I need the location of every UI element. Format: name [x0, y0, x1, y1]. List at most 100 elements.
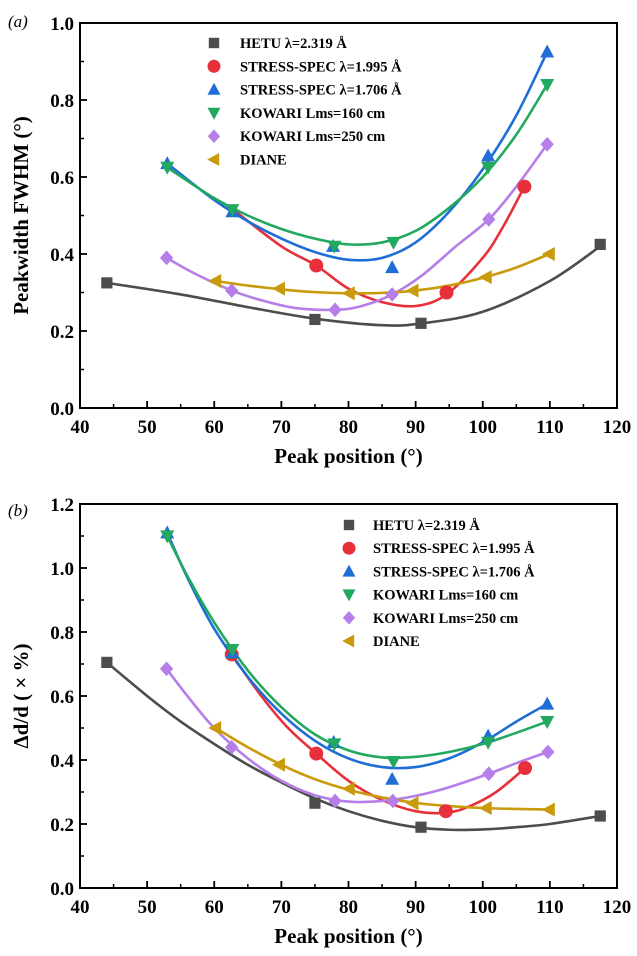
y-tick-label: 0.0: [50, 879, 74, 900]
data-point: [327, 738, 342, 752]
data-point: [478, 270, 492, 285]
data-point: [415, 317, 427, 329]
legend-label: KOWARI Lms=250 cm: [240, 129, 385, 145]
legend-label: HETU λ=2.319 Å: [240, 36, 347, 52]
x-tick-label: 110: [536, 897, 563, 918]
data-point: [482, 766, 496, 782]
data-point: [272, 281, 285, 296]
y-tick-label: 0.2: [50, 322, 74, 343]
x-tick-label: 60: [205, 897, 224, 918]
data-point: [341, 781, 355, 796]
legend: HETU λ=2.319 Å STRESS-SPEC λ=1.995 Å STRES…: [342, 518, 535, 650]
x-axis-title: Peak position (°): [274, 444, 422, 468]
fit-curve: [165, 534, 549, 760]
y-tick-label: 0.4: [50, 245, 74, 266]
legend-marker: [342, 541, 356, 555]
data-point: [225, 644, 240, 657]
legend-marker: [208, 37, 220, 49]
x-tick-label: 70: [272, 897, 291, 918]
x-tick-label: 90: [406, 897, 425, 918]
data-point: [405, 283, 419, 298]
legend-marker: [342, 564, 356, 577]
data-point: [540, 79, 555, 92]
legend-label: KOWARI Lms=160 cm: [240, 106, 385, 122]
data-point: [517, 179, 532, 194]
fit-curve: [214, 252, 551, 295]
legend-label: HETU λ=2.319 Å: [373, 518, 480, 534]
legend-label: DIANE: [240, 153, 287, 169]
data-point: [160, 161, 175, 175]
chart-panel-b: 40 50 60 70 80 90 100 110 120 0.0 0.2 0.4 0.6 0.8 1.0 1…: [8, 495, 631, 948]
data-point: [385, 287, 399, 302]
y-tick-label: 0.8: [50, 623, 74, 644]
data-point: [518, 761, 533, 775]
data-point: [385, 260, 400, 274]
data-point: [272, 757, 285, 772]
data-point: [225, 204, 240, 218]
y-tick-label: 0.4: [50, 751, 74, 772]
x-tick-label: 120: [603, 417, 632, 438]
data-point: [481, 161, 496, 175]
data-point: [438, 804, 453, 819]
data-point: [159, 661, 174, 677]
y-tick-label: 1.0: [50, 559, 74, 580]
y-tick-label: 0.6: [50, 168, 74, 189]
legend-marker: [342, 634, 355, 648]
fit-curve: [165, 83, 549, 246]
plot-frame: [79, 503, 618, 889]
x-tick-label: 40: [71, 417, 90, 438]
data-point: [386, 756, 401, 769]
fit-curve: [230, 653, 527, 815]
data-point: [478, 801, 492, 815]
panel-label: (b): [8, 501, 28, 520]
x-tick-label: 100: [469, 417, 498, 438]
x-tick-label: 90: [406, 417, 425, 438]
chart-panel-a: 40 50 60 70 80 90 100 110 120 0.0 0.2 0.4 0.6 0.8 1.0 P…: [8, 12, 631, 468]
y-tick-label: 0.0: [50, 399, 74, 420]
data-point: [341, 286, 355, 301]
legend-label: STRESS-SPEC λ=1.995 Å: [373, 541, 535, 557]
data-point: [159, 250, 174, 266]
legend: HETU λ=2.319 Å STRESS-SPEC λ=1.995 Å STRES…: [207, 36, 402, 169]
plot-frame: [79, 22, 618, 409]
data-point: [482, 212, 496, 227]
x-axis-title: Peak position (°): [274, 924, 422, 948]
y-axis-title: Peakwidth FWHM (°): [9, 116, 33, 315]
data-point: [594, 810, 606, 822]
data-point: [225, 283, 239, 298]
legend-marker: [207, 129, 221, 144]
y-tick-label: 0.2: [50, 815, 74, 836]
x-tick-label: 70: [272, 417, 291, 438]
fit-curve: [214, 726, 551, 811]
data-point: [481, 148, 496, 162]
y-tick-label: 1.2: [50, 495, 74, 516]
data-point: [481, 736, 496, 750]
data-point: [594, 238, 606, 250]
data-point: [541, 247, 555, 261]
data-point: [439, 285, 454, 300]
data-point: [101, 656, 113, 668]
x-tick-label: 80: [339, 897, 358, 918]
x-tick-label: 50: [138, 417, 157, 438]
legend-label: KOWARI Lms=160 cm: [373, 588, 518, 604]
data-point: [405, 796, 419, 811]
legend-label: DIANE: [373, 634, 420, 650]
legend-marker: [207, 82, 221, 95]
data-point: [386, 793, 400, 809]
data-point: [328, 302, 342, 318]
y-tick-label: 0.8: [50, 91, 74, 112]
legend-marker: [207, 153, 220, 166]
legend-label: STRESS-SPEC λ=1.995 Å: [240, 59, 402, 75]
data-point: [541, 802, 555, 817]
data-point: [540, 696, 555, 710]
data-point: [540, 44, 555, 58]
fit-curve: [229, 185, 526, 308]
legend-label: KOWARI Lms=250 cm: [373, 611, 518, 627]
data-point: [327, 240, 342, 254]
data-point: [208, 721, 222, 735]
data-point: [309, 746, 324, 761]
x-tick-label: 50: [138, 897, 157, 918]
data-point: [328, 793, 342, 809]
data-point: [309, 258, 324, 273]
legend-marker: [207, 107, 221, 120]
